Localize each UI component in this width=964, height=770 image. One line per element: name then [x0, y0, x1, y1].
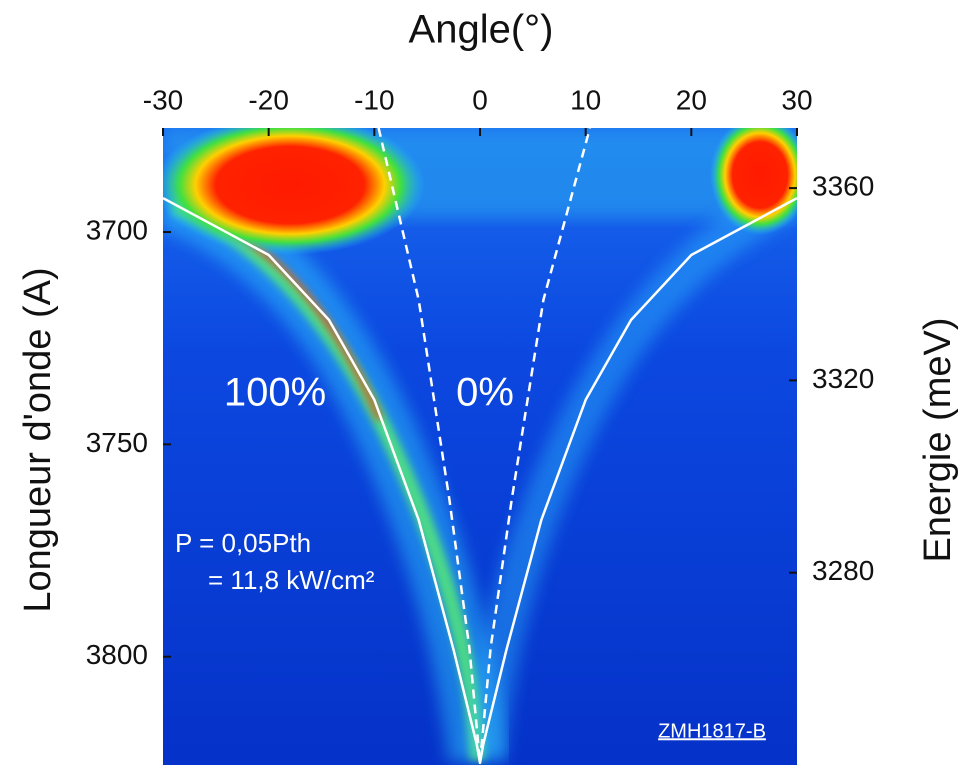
annotation: 100%: [224, 371, 326, 415]
y-tick-label: 3750: [86, 427, 148, 458]
y-tick-label: 3700: [86, 214, 148, 245]
x-tick-label: 20: [676, 84, 707, 115]
x-tick-label: 0: [472, 84, 488, 115]
dashed-curve: [377, 128, 482, 764]
x-tick-label: 30: [781, 84, 812, 115]
y2-tick-label: 3320: [812, 363, 874, 394]
x-tick-label: -10: [354, 84, 394, 115]
x-tick-label: -30: [143, 84, 183, 115]
x-axis-title: Angle(°): [409, 8, 554, 52]
spectrum-image: [163, 128, 797, 765]
y2-tick-label: 3280: [812, 555, 874, 586]
annotation: = 11,8 kW/cm²: [208, 565, 375, 595]
y2-axis-title: Energie (meV): [917, 318, 959, 563]
annotation: P = 0,05Pth: [175, 528, 311, 558]
curves: [163, 128, 797, 765]
y-axis-title: Longueur d'onde (A): [17, 267, 59, 612]
annotation: 0%: [456, 371, 514, 415]
y-tick-label: 3800: [86, 639, 148, 670]
y2-tick-label: 3360: [812, 170, 874, 201]
x-tick-label: 10: [570, 84, 601, 115]
dashed-curve: [478, 128, 592, 764]
x-tick-label: -20: [248, 84, 288, 115]
sample-label: ZMH1817-B: [658, 720, 766, 742]
